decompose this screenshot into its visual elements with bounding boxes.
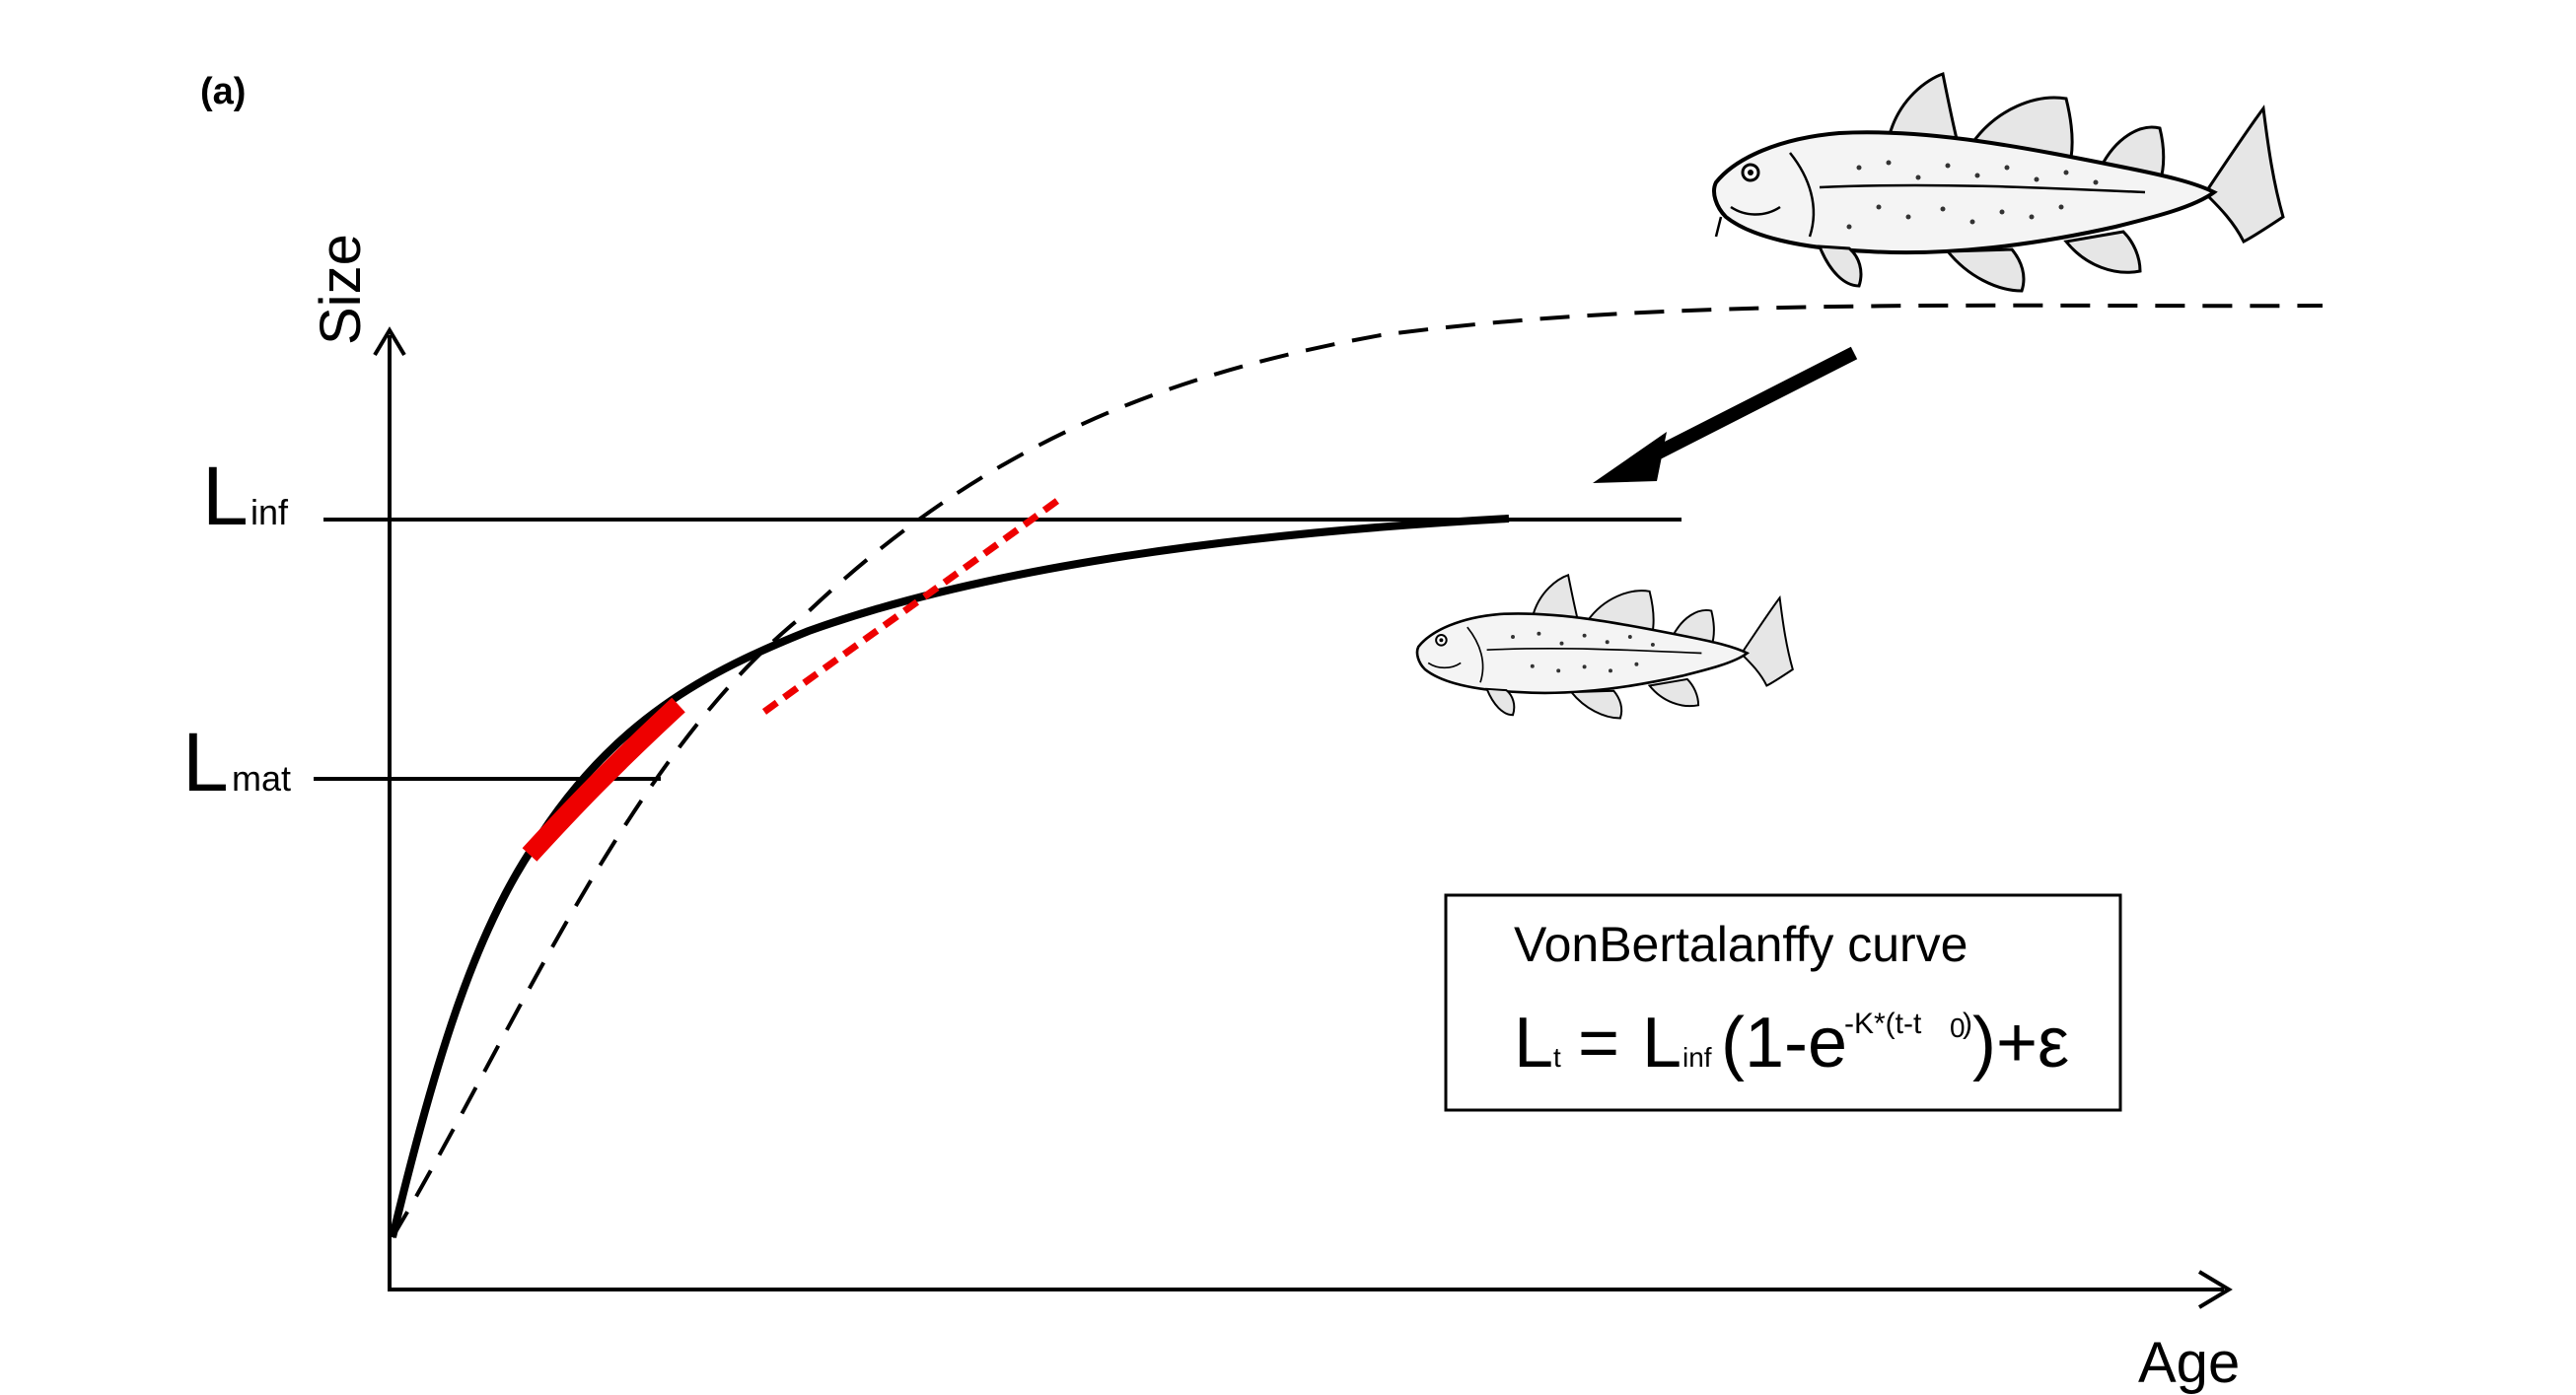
l-mat-symbol: L [182, 716, 229, 808]
eq-open: (1-e [1721, 1004, 1847, 1082]
eq-exponent-sub: 0 [1950, 1012, 1966, 1043]
red-dashed-tangent [761, 498, 1060, 715]
large-fish-icon [1712, 72, 2285, 293]
panel-label: (a) [200, 71, 246, 112]
solid-growth-curve [389, 515, 1510, 1238]
maturity-highlight [522, 697, 685, 862]
eq-close: )+ε [1972, 1004, 2069, 1082]
legend-box [1444, 893, 2122, 1112]
arrow-icon [1593, 346, 1858, 483]
x-axis-arrowhead [2197, 1270, 2233, 1309]
eq-exponent: -K*(t-t [1844, 1008, 1922, 1040]
equation: L t = L inf (1-e -K*(t-t 0 ) )+ε [1514, 1004, 2069, 1082]
eq-exponent-close: ) [1963, 1008, 1972, 1040]
small-fish-icon [1415, 574, 1794, 720]
l-mat-subscript: mat [232, 758, 291, 799]
y-axis-title: Size [309, 234, 373, 345]
eq-lhs-sub: t [1553, 1042, 1561, 1073]
l-inf-symbol: L [202, 450, 249, 542]
l-inf-subscript: inf [250, 492, 289, 532]
x-axis-title: Age [2138, 1331, 2240, 1395]
eq-lhs: L [1514, 1004, 1553, 1082]
eq-equals: = [1578, 1004, 1619, 1082]
eq-rhs: L [1642, 1004, 1682, 1082]
y-axis-arrowhead [373, 326, 406, 357]
eq-rhs-sub: inf [1682, 1042, 1712, 1073]
legend-title: VonBertalanffy curve [1514, 917, 1968, 972]
dashed-growth-curve [391, 303, 2324, 1239]
